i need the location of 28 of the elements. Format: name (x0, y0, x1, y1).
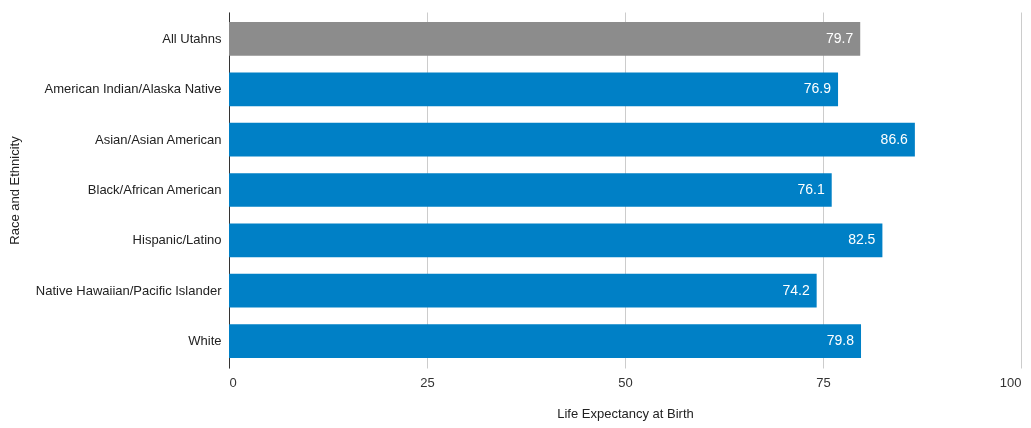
data-label: 74.2 (782, 281, 810, 298)
x-tick-label: 50 (618, 374, 633, 390)
x-tick-label: 100 (999, 374, 1022, 390)
data-label: 79.8 (826, 332, 855, 349)
y-tick-label: All Utahns (162, 30, 222, 46)
y-tick-label: American Indian/Alaska Native (44, 81, 222, 97)
data-label: 86.6 (880, 130, 909, 147)
bar (229, 173, 832, 207)
y-axis-title: Race and Ethnicity (6, 135, 22, 245)
y-tick-label: Hispanic/Latino (132, 232, 222, 248)
data-label: 76.1 (797, 181, 825, 197)
data-label: 79.7 (825, 29, 854, 46)
bar (229, 122, 915, 157)
y-tick-label: Black/African American (87, 182, 222, 197)
bar (229, 324, 862, 358)
data-label: 76.9 (803, 80, 832, 97)
bar (229, 273, 817, 308)
bar (229, 72, 839, 107)
x-axis-title: Life Expectancy at Birth (557, 405, 694, 421)
bar (229, 22, 861, 56)
x-tick-label: 75 (816, 374, 831, 390)
y-tick-label: White (188, 333, 222, 349)
y-tick-label: Asian/Asian American (95, 131, 222, 147)
y-tick-label: Native Hawaiian/Pacific Islander (35, 282, 223, 298)
x-tick-label: 25 (420, 374, 435, 390)
data-label: 82.5 (848, 231, 876, 248)
bar (229, 223, 883, 258)
x-tick-label: 0 (229, 374, 237, 390)
